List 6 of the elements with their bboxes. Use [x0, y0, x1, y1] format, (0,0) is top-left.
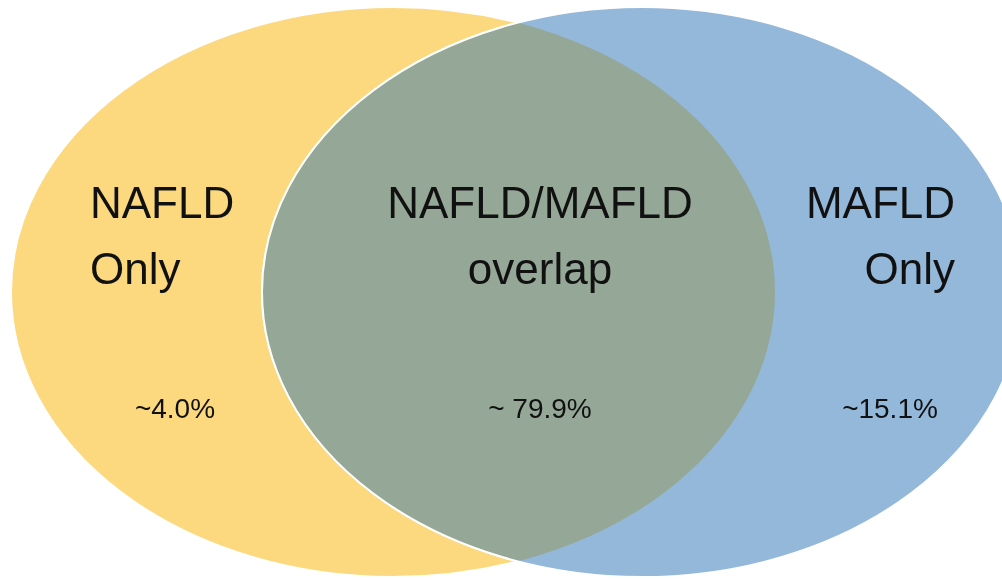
data-label: ~ 79.9% — [488, 393, 592, 424]
category-label: MAFLD Only — [805, 178, 955, 293]
category-label: NAFLD Only — [90, 178, 235, 293]
data-label: ~15.1% — [842, 393, 938, 424]
category-label: NAFLD/MAFLD overlap — [387, 178, 693, 293]
data-label: ~4.0% — [134, 393, 216, 424]
